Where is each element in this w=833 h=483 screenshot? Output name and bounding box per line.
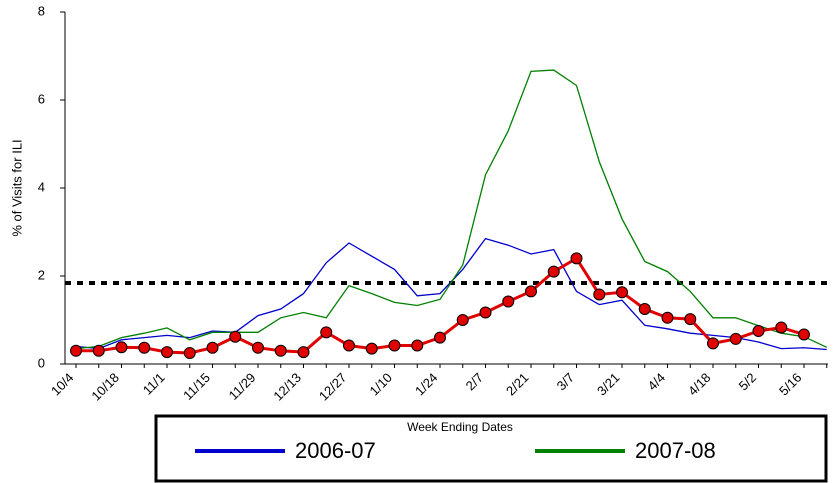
data-point xyxy=(684,313,697,326)
x-tick-label: 2/7 xyxy=(463,370,486,393)
x-tick-label: 1/10 xyxy=(367,370,396,399)
data-point xyxy=(616,286,628,299)
series-line xyxy=(75,69,828,350)
data-point xyxy=(638,303,651,315)
series-line xyxy=(75,237,827,351)
y-tick-label: 2 xyxy=(38,267,45,282)
y-tick-label: 6 xyxy=(38,91,45,106)
data-point xyxy=(92,344,105,357)
y-tick-label: 8 xyxy=(38,3,45,18)
legend-box xyxy=(154,414,828,483)
x-tick-label: 11/15 xyxy=(180,370,213,403)
data-point xyxy=(365,342,378,355)
x-tick-label: 11/29 xyxy=(226,370,259,403)
data-point xyxy=(434,331,446,344)
data-point xyxy=(411,339,424,352)
x-tick-label: 12/27 xyxy=(316,370,350,404)
data-point xyxy=(502,295,515,308)
data-point xyxy=(297,346,310,359)
data-point xyxy=(206,341,219,354)
x-tick-label: 1/24 xyxy=(412,370,441,399)
data-point xyxy=(456,314,469,326)
data-point xyxy=(547,265,560,278)
data-point xyxy=(388,339,401,352)
y-tick-label: 4 xyxy=(38,179,45,194)
data-point xyxy=(138,341,151,354)
x-tick-label: 10/18 xyxy=(88,370,122,404)
data-point xyxy=(320,326,333,339)
data-point xyxy=(752,325,765,337)
x-tick-label: 5/16 xyxy=(776,370,805,399)
data-point xyxy=(798,328,810,341)
data-point xyxy=(70,344,82,357)
y-axis-label: % of Visits for ILI xyxy=(9,139,24,236)
x-tick-label: 4/18 xyxy=(685,370,714,399)
data-point xyxy=(229,330,242,343)
data-point xyxy=(593,288,606,301)
data-point xyxy=(343,339,355,352)
legend-label: 2007-08 xyxy=(635,438,716,463)
data-point xyxy=(729,332,742,345)
legend-label: 2006-07 xyxy=(295,438,376,463)
x-tick-label: 3/7 xyxy=(554,370,577,393)
data-point xyxy=(661,311,674,324)
x-tick-label: 3/21 xyxy=(594,370,623,399)
x-tick-label: 5/2 xyxy=(736,370,759,393)
data-point xyxy=(161,346,173,359)
y-tick-label: 0 xyxy=(38,355,45,370)
x-tick-label: 10/4 xyxy=(48,370,77,399)
data-point xyxy=(252,341,264,354)
data-point xyxy=(183,347,196,359)
x-axis-label: Week Ending Dates xyxy=(407,420,513,434)
data-point xyxy=(274,344,287,357)
data-point xyxy=(570,252,583,265)
data-point xyxy=(115,341,128,354)
x-tick-label: 12/13 xyxy=(270,370,304,404)
x-tick-label: 11/1 xyxy=(140,370,168,398)
x-tick-label: 2/21 xyxy=(503,370,532,399)
data-point xyxy=(707,337,719,350)
x-tick-label: 4/4 xyxy=(645,370,668,393)
data-point xyxy=(479,306,492,319)
data-point xyxy=(775,321,788,334)
data-point xyxy=(525,285,537,298)
